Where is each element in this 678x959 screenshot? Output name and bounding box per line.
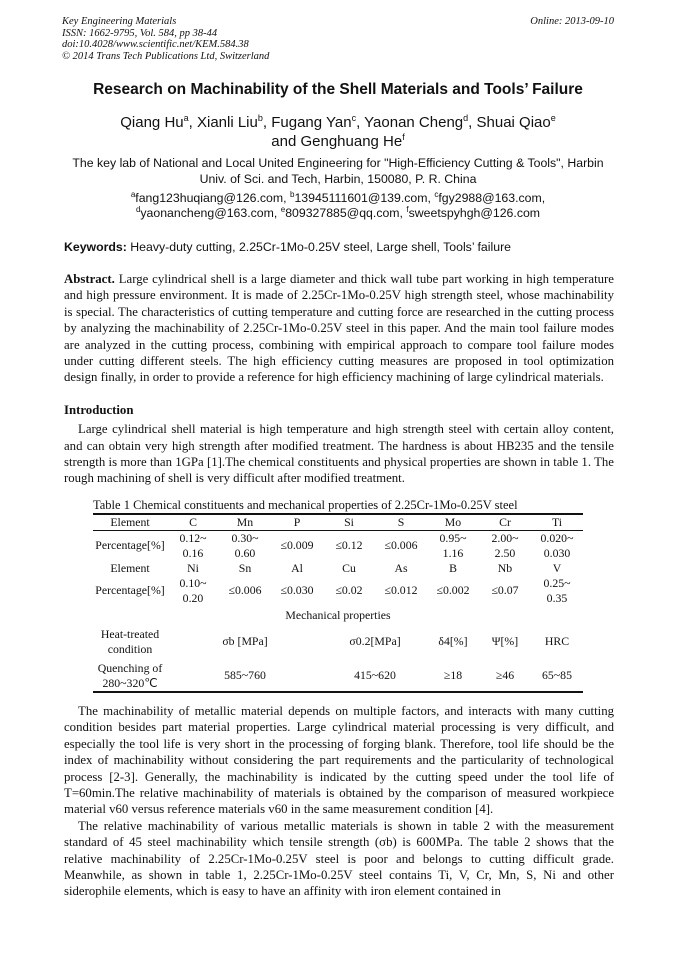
email[interactable]: dyaonancheng@163.com, <box>135 204 278 220</box>
mech-title: Mechanical properties <box>285 607 391 622</box>
email[interactable]: fsweetspyhgh@126.com <box>406 204 541 220</box>
table-cell: 585~760 <box>167 656 323 693</box>
table-row: Percentage[%] 0.12~ 0.16 0.30~ 0.60 ≤0.009 ≤… <box>93 530 583 561</box>
table-cell: ≤0.012 <box>384 583 418 598</box>
table-caption: Table 1 Chemical constituents and mechan… <box>93 497 518 512</box>
table-cell: ≤0.006 <box>384 538 418 553</box>
table-cell: Element <box>93 512 167 531</box>
table-cell: B <box>449 560 457 575</box>
table-cell: Ti <box>531 512 583 531</box>
table-cell: C <box>167 512 219 531</box>
abstract-text: Large cylindrical shell is a large diame… <box>64 272 614 385</box>
table-cell: Al <box>291 560 303 575</box>
table-cell: 0.12~ 0.16 <box>179 530 207 560</box>
table-cell: Ni <box>187 560 199 575</box>
page-header: Key Engineering Materials ISSN: 1662-979… <box>62 16 614 62</box>
table-cell: ≤0.07 <box>491 583 519 598</box>
email[interactable]: afang123huqiang@126.com, <box>130 189 287 205</box>
table-cell: Element <box>110 560 150 575</box>
keywords-label: Keywords: <box>64 240 127 254</box>
table-cell: Quenching of 280~320℃ <box>93 656 167 693</box>
table-cell: Cr <box>479 512 531 531</box>
paragraph: The relative machinability of various me… <box>64 818 614 899</box>
paragraph: Large cylindrical shell material is high… <box>64 422 614 486</box>
email[interactable]: cfgy2988@163.com, <box>434 189 546 205</box>
table-cell: 0.020~ 0.030 <box>540 530 574 560</box>
table-cell: ≥18 <box>427 656 479 693</box>
table-cell: Heat-treated condition <box>100 626 160 656</box>
doi: doi:10.4028/www.scientific.net/KEM.584.3… <box>62 39 249 50</box>
table-cell: As <box>394 560 408 575</box>
table-row: Heat-treated condition σb [MPa] σ0.2[MPa] δ… <box>93 623 583 657</box>
email[interactable]: e809327885@qq.com, <box>280 204 403 220</box>
table-cell: Ψ[%] <box>491 634 519 649</box>
table-cell: ≤0.009 <box>280 538 314 553</box>
table-cell: 65~85 <box>531 656 583 693</box>
table-cell: Percentage[%] <box>95 583 165 598</box>
table-cell: 415~620 <box>323 656 427 693</box>
table-cell: Percentage[%] <box>95 538 165 553</box>
author: Fugang Yanc <box>271 113 357 132</box>
table-cell: Mo <box>427 512 479 531</box>
table-row: Percentage[%] 0.10~ 0.20 ≤0.006 ≤0.030 ≤0.02… <box>93 576 583 606</box>
table-1-wrapper: Table 1 Chemical constituents and mechan… <box>93 497 583 693</box>
table-cell: 0.10~ 0.20 <box>179 575 207 605</box>
table-cell: 0.95~ 1.16 <box>439 530 467 560</box>
table-row: Element Ni Sn Al Cu As B Nb V <box>93 561 583 576</box>
abstract: Abstract. Large cylindrical shell is a l… <box>64 271 614 386</box>
section-heading: Introduction <box>64 402 134 417</box>
table-row: Element C Mn P Si S Mo Cr Ti <box>93 512 583 531</box>
table-cell: 2.00~ 2.50 <box>491 530 519 560</box>
table-cell: V <box>552 560 562 575</box>
keywords-text: Heavy-duty cutting, 2.25Cr-1Mo-0.25V ste… <box>126 240 512 254</box>
table-cell: HRC <box>544 634 570 649</box>
table-cell: S <box>375 512 427 531</box>
table-cell: σb [MPa] <box>222 634 268 649</box>
table-cell: ≤0.006 <box>228 583 262 598</box>
abstract-label: Abstract. <box>64 272 115 286</box>
table-cell: Sn <box>238 560 252 575</box>
table-cell: ≤0.030 <box>280 583 314 598</box>
table-cell: Mn <box>219 512 271 531</box>
email[interactable]: b13945111601@139.com, <box>289 189 431 205</box>
author: Xianli Liub <box>196 113 263 132</box>
table-row: Mechanical properties <box>93 606 583 623</box>
paper-title: Research on Machinability of the Shell M… <box>93 81 583 98</box>
copyright: © 2014 Trans Tech Publications Ltd, Swit… <box>62 50 270 62</box>
affiliation: The key lab of National and Local United… <box>72 156 604 186</box>
table-cell: ≤0.002 <box>436 583 470 598</box>
table-row: Quenching of 280~320℃ 585~760 415~620 ≥18 ≥4… <box>93 656 583 693</box>
table-cell: Cu <box>342 560 356 575</box>
emails: afang123huqiang@126.com, b13945111601@13… <box>62 189 614 221</box>
author: Yaonan Chengd <box>364 113 469 132</box>
keywords: Keywords: Heavy-duty cutting, 2.25Cr-1Mo… <box>64 239 614 255</box>
table-cell: ≥46 <box>479 656 531 693</box>
table-cell: Nb <box>497 560 513 575</box>
and-text: and <box>271 133 297 150</box>
authors: Qiang Hua, Xianli Liub, Fugang Yanc, Yao… <box>120 113 556 151</box>
paragraph: The machinability of metallic material d… <box>64 703 614 817</box>
table-cell: Si <box>323 512 375 531</box>
table-cell: 0.25~ 0.35 <box>543 575 571 605</box>
table-cell: σ0.2[MPa] <box>349 634 401 649</box>
table-1: Table 1 Chemical constituents and mechan… <box>93 497 583 693</box>
journal-name: Key Engineering Materials <box>62 16 177 27</box>
introduction: Introduction Large cylindrical shell mat… <box>64 402 614 487</box>
author: Genghuang Hef <box>300 132 405 151</box>
author: Qiang Hua <box>120 113 189 132</box>
author: Shuai Qiaoe <box>476 113 556 132</box>
journal-header: Key Engineering Materials ISSN: 1662-979… <box>62 16 269 62</box>
table-cell: δ4[%] <box>438 634 468 649</box>
table-cell: ≤0.02 <box>335 583 363 598</box>
table-cell: 0.30~ 0.60 <box>231 530 259 560</box>
table-cell: ≤0.12 <box>335 538 363 553</box>
online-date: Online: 2013-09-10 <box>530 16 614 27</box>
table-cell: P <box>271 512 323 531</box>
issn: ISSN: 1662-9795, Vol. 584, pp 38-44 <box>62 27 218 39</box>
body-text: The machinability of metallic material d… <box>64 703 614 900</box>
